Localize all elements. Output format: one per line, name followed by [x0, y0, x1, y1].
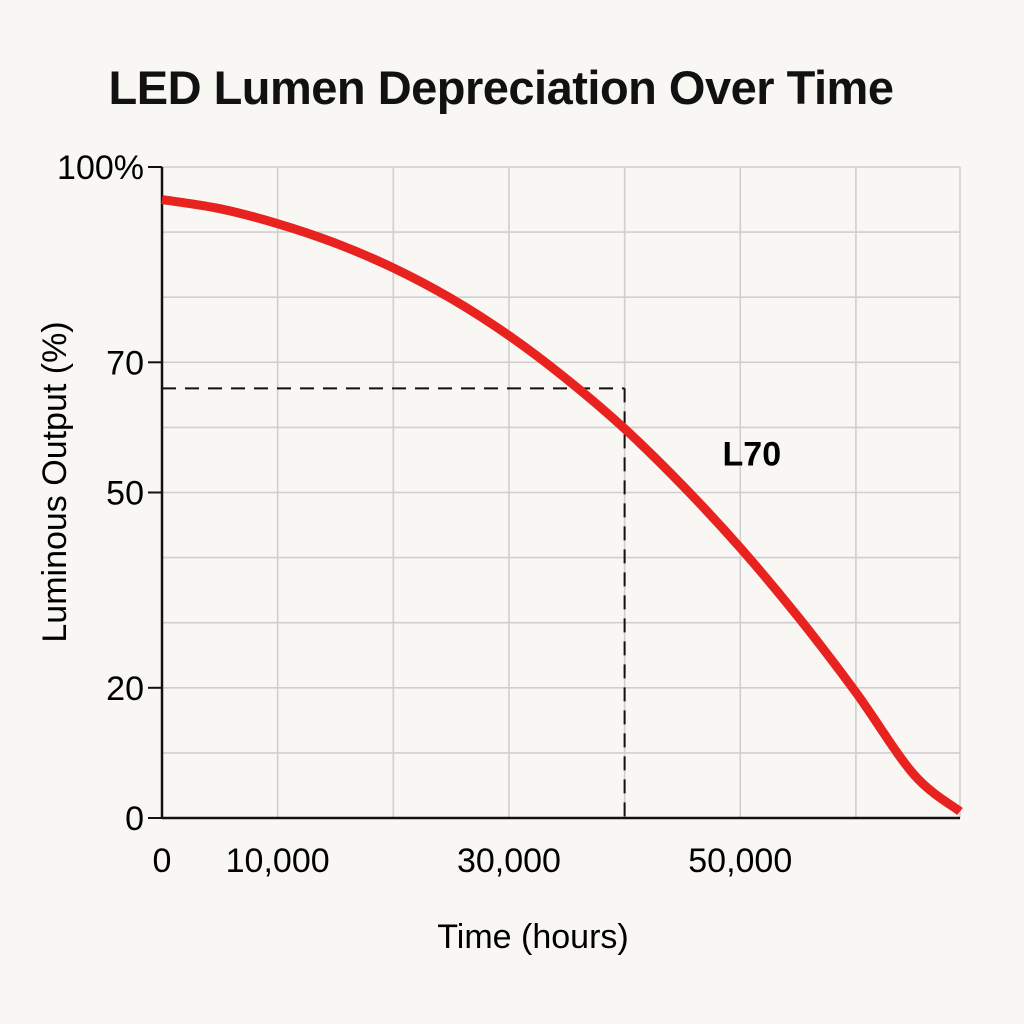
annotation-label: L70: [723, 435, 782, 473]
x-tick-label: 50,000: [688, 842, 792, 880]
x-tick-label: 0: [153, 842, 172, 880]
y-tick-label: 100%: [57, 149, 144, 187]
y-tick-label: 50: [106, 475, 144, 513]
y-tick-label: 20: [106, 670, 144, 708]
y-axis-label: Luminous Output (%): [36, 321, 74, 642]
y-tick-label: 70: [106, 344, 144, 382]
y-tick-label: 0: [125, 800, 144, 838]
chart-title: LED Lumen Depreciation Over Time: [108, 61, 894, 114]
series-line: [161, 195, 963, 816]
x-axis-label: Time (hours): [437, 918, 628, 956]
x-tick-label: 30,000: [457, 842, 561, 880]
grid-lines: [161, 166, 961, 819]
reference-lines: [162, 387, 626, 818]
x-tick-label: 10,000: [226, 842, 330, 880]
